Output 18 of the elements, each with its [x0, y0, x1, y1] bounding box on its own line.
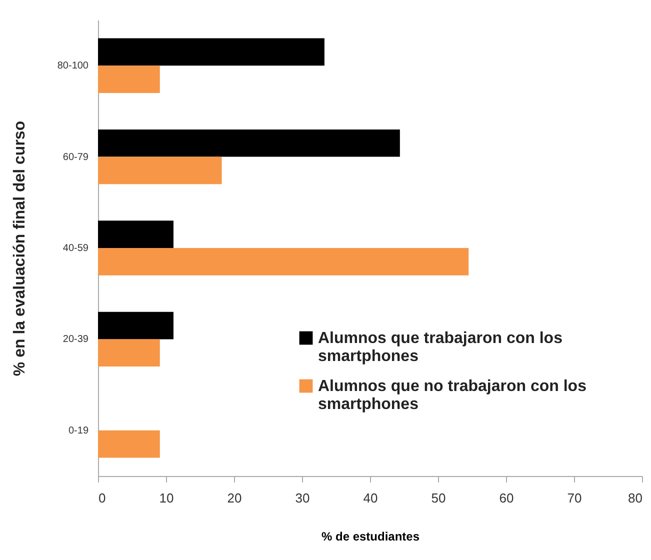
- x-tick-label: 50: [431, 490, 446, 506]
- x-tick-label: 70: [567, 490, 582, 506]
- legend-label: Alumnos que trabajaron con los smartphones: [318, 330, 563, 365]
- x-tick-label: 40: [363, 490, 378, 506]
- x-tick-label: 10: [159, 490, 174, 506]
- x-tick-label: 60: [499, 490, 514, 506]
- x-axis-title: % de estudiantes: [321, 530, 420, 544]
- legend-label: Alumnos que no trabajaron con los smartphones: [318, 378, 587, 413]
- x-tick-label: 20: [227, 490, 242, 506]
- y-tick-label: 20-39: [62, 334, 89, 346]
- x-tick-label: 30: [295, 490, 310, 506]
- y-tick-label: 80-100: [57, 60, 89, 72]
- y-axis-title: % en la evaluación final del curso: [11, 120, 28, 376]
- x-tick-label: 0: [98, 490, 106, 506]
- y-tick-label: 40-59: [62, 243, 89, 254]
- y-tick-label: 60-79: [62, 152, 89, 163]
- y-tick-label: 0-19: [68, 425, 89, 436]
- x-tick-label: 80: [628, 490, 642, 506]
